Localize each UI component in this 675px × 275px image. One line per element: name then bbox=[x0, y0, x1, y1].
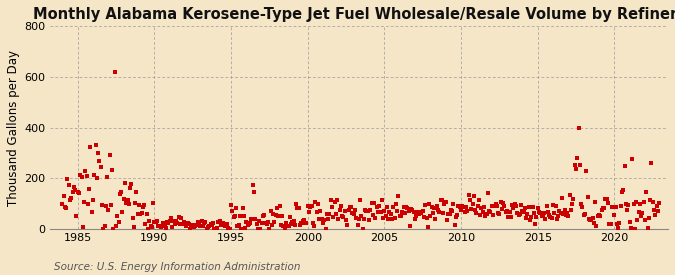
Text: Source: U.S. Energy Information Administration: Source: U.S. Energy Information Administ… bbox=[54, 262, 300, 272]
Title: Monthly Alabama Kerosene-Type Jet Fuel Wholesale/Resale Volume by Refiners: Monthly Alabama Kerosene-Type Jet Fuel W… bbox=[32, 7, 675, 22]
Y-axis label: Thousand Gallons per Day: Thousand Gallons per Day bbox=[7, 50, 20, 205]
